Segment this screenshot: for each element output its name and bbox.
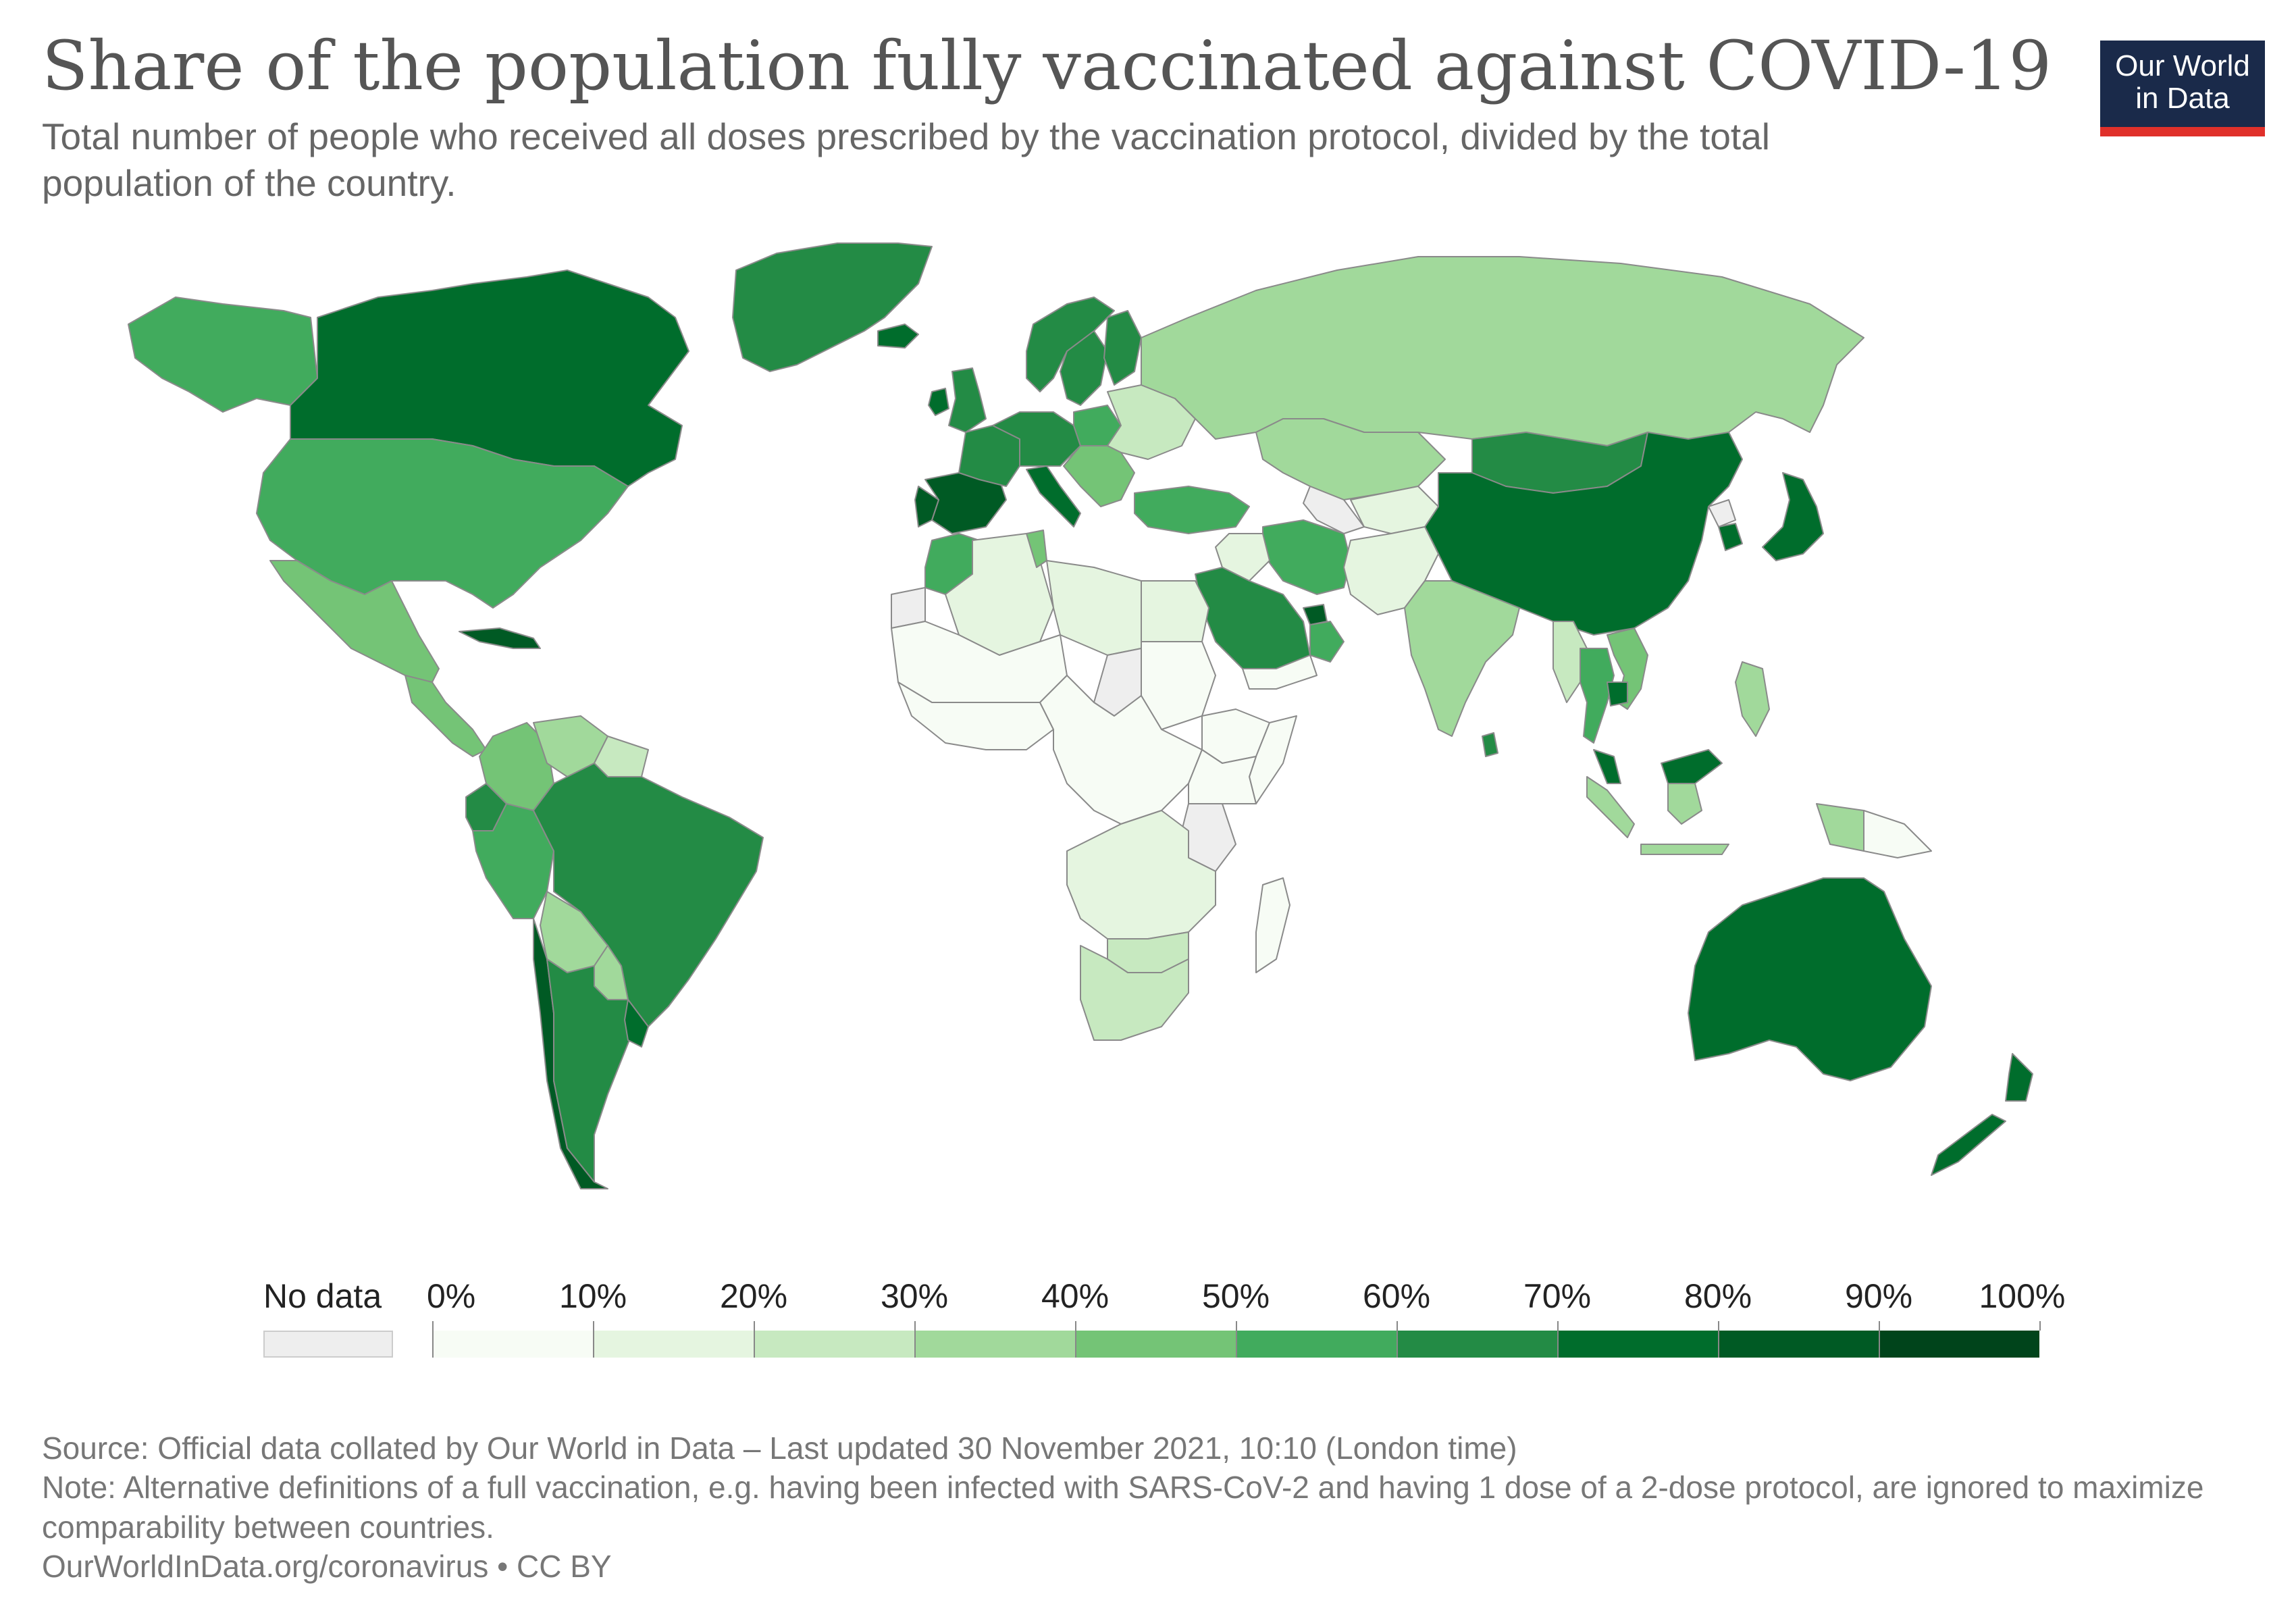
region-west-africa[interactable]: West Africa [897, 681, 1054, 750]
legend-label-4: 40% [1041, 1277, 1110, 1315]
region-egypt[interactable]: Egypt [1141, 580, 1209, 642]
legend-swatch-6[interactable] [1397, 1331, 1557, 1358]
legend-label-5: 50% [1201, 1277, 1270, 1315]
legend: No data 0% 10% 20% 30% 40% 50% 60% 70% 80% 90% 10… [0, 1277, 2296, 1378]
region-vietnam[interactable]: Vietnam [1607, 627, 1648, 710]
footer-url[interactable]: OurWorldInData.org/coronavirus • CC BY [42, 1549, 612, 1585]
legend-label-0: 0% [427, 1277, 476, 1315]
legend-swatch-4[interactable] [1075, 1331, 1236, 1358]
region-cuba[interactable]: Cuba [459, 627, 541, 649]
region-papua-new-guinea[interactable]: Papua New Guinea [1863, 810, 1932, 858]
region-uruguay[interactable]: Uruguay [624, 999, 649, 1048]
logo-line-1: Our World [2115, 49, 2250, 82]
region-central-europe[interactable]: Central Europe [992, 411, 1081, 467]
region-turkey[interactable]: Turkey [1134, 486, 1250, 534]
legend-tick-3 [914, 1321, 916, 1331]
region-indonesia[interactable]: Indonesia [1586, 776, 1864, 855]
region-balkans[interactable]: Balkans [1063, 445, 1135, 507]
legend-tick-8 [1718, 1321, 1719, 1331]
legend-swatch-5[interactable] [1236, 1331, 1397, 1358]
legend-label-3: 30% [880, 1277, 949, 1315]
legend-end-label: 100% [1979, 1277, 2066, 1315]
region-sweden[interactable]: Sweden [1060, 330, 1108, 406]
region-italy[interactable]: Italy [1026, 465, 1081, 528]
region-malaysia[interactable]: Malaysia [1593, 749, 1723, 784]
region-united-kingdom[interactable]: United Kingdom [948, 367, 987, 433]
footer-source: Source: Official data collated by Our Wo… [42, 1431, 1517, 1466]
region-new-zealand[interactable]: New Zealand [1931, 1053, 2033, 1176]
region-cambodia[interactable]: Cambodia [1607, 681, 1628, 706]
region-australia[interactable]: Australia [1688, 877, 1932, 1081]
region-japan[interactable]: Japan [1762, 472, 1824, 561]
legend-label-2: 20% [719, 1277, 788, 1315]
region-greenland[interactable]: Greenland [732, 242, 933, 372]
legend-label-9: 90% [1844, 1277, 1913, 1315]
region-finland[interactable]: Finland [1103, 310, 1142, 386]
region-iceland[interactable]: Iceland [877, 324, 919, 349]
region-thailand[interactable]: Thailand [1580, 648, 1615, 744]
region-iran[interactable]: Iran [1262, 519, 1351, 595]
region-southern-africa[interactable]: Southern Africa [1066, 810, 1216, 940]
legend-tick-9 [1879, 1321, 1880, 1331]
footer-note: Note: Alternative definitions of a full … [42, 1470, 2204, 1545]
region-sri-lanka[interactable]: Sri Lanka [1482, 732, 1498, 757]
legend-swatch-3[interactable] [914, 1331, 1075, 1358]
legend-tick-0 [432, 1321, 434, 1331]
legend-no-data-swatch[interactable] [263, 1331, 393, 1358]
legend-tick-1 [593, 1321, 594, 1331]
legend-tick-5 [1236, 1321, 1237, 1331]
region-madagascar[interactable]: Madagascar [1255, 877, 1290, 973]
legend-tick-7 [1557, 1321, 1559, 1331]
region-argentina[interactable]: Argentina [546, 958, 635, 1183]
legend-swatch-8[interactable] [1718, 1331, 1879, 1358]
legend-tick-2 [754, 1321, 755, 1331]
region-alaska[interactable]: Alaska [128, 297, 318, 413]
legend-swatch-9[interactable] [1879, 1331, 2039, 1358]
region-south-korea[interactable]: South Korea [1718, 523, 1743, 551]
region-yemen[interactable]: Yemen [1242, 654, 1317, 690]
region-central-america[interactable]: Central America [405, 675, 487, 757]
region-mexico[interactable]: Mexico [269, 560, 440, 683]
logo-line-2: in Data [2135, 81, 2230, 115]
region-oman[interactable]: Oman [1309, 621, 1345, 663]
legend-swatch-2[interactable] [754, 1331, 914, 1358]
region-russia[interactable]: Russia [1141, 256, 1864, 446]
legend-label-6: 60% [1362, 1277, 1431, 1315]
region-united-arab-emirates[interactable]: United Arab Emirates [1303, 604, 1328, 625]
region-philippines[interactable]: Philippines [1735, 661, 1770, 737]
legend-tick-end [2039, 1321, 2041, 1331]
legend-swatch-7[interactable] [1557, 1331, 1718, 1358]
region-south-africa[interactable]: South Africa [1080, 945, 1189, 1041]
legend-tick-4 [1075, 1321, 1076, 1331]
owid-logo[interactable]: Our World in Data [2100, 41, 2265, 136]
footer: Source: Official data collated by Our Wo… [42, 1429, 2257, 1587]
region-united-states[interactable]: United States [256, 438, 629, 609]
region-ireland[interactable]: Ireland [928, 388, 949, 416]
legend-swatch-1[interactable] [593, 1331, 754, 1358]
legend-label-8: 80% [1684, 1277, 1752, 1315]
legend-label-1: 10% [558, 1277, 627, 1315]
region-north-korea[interactable]: North Korea [1708, 499, 1736, 528]
legend-no-data-label: No data [263, 1277, 382, 1315]
legend-swatch-0[interactable] [432, 1331, 593, 1358]
region-india[interactable]: India [1404, 580, 1520, 737]
world-map[interactable]: Alaska Canada Greenland United States Me… [0, 223, 2296, 1250]
region-east-africa[interactable]: East Africa [1188, 749, 1257, 804]
region-portugal[interactable]: Portugal [914, 486, 939, 528]
legend-label-7: 70% [1523, 1277, 1592, 1315]
chart-title: Share of the population fully vaccinated… [42, 26, 2052, 105]
legend-tick-6 [1397, 1321, 1398, 1331]
chart-subtitle: Total number of people who received all … [42, 115, 1771, 204]
